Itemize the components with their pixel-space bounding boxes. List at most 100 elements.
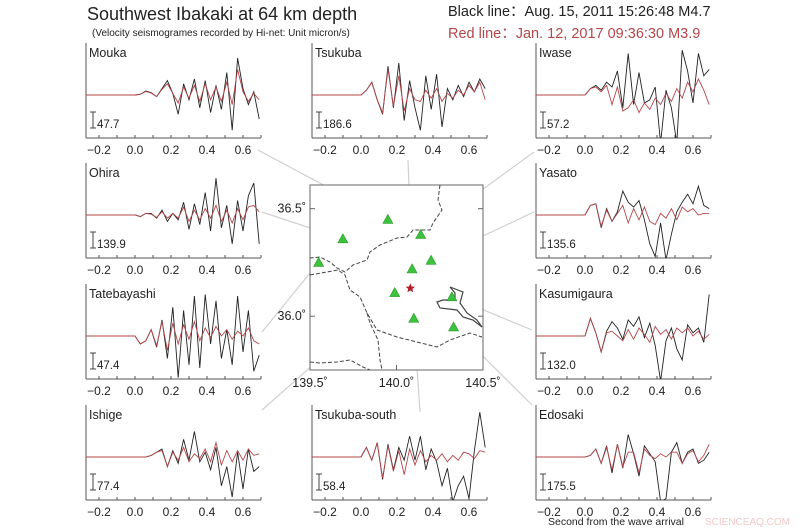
station-name-label: Iwase (539, 46, 572, 60)
map-frame (309, 184, 484, 371)
x-tick-label: 0.4 (425, 143, 442, 157)
figure-title: Southwest Ibakaki at 64 km depth (87, 4, 357, 24)
station-name-label: Kasumigaura (539, 287, 613, 301)
seismogram-panel-kasumigaura: −0.2 0.0 0.2 0.4 0.6 Kasumigaura 132.0 (535, 284, 712, 398)
amplitude-scale-bar (316, 473, 322, 491)
x-tick-label: 0.0 (577, 384, 594, 398)
x-tick-label: 0.0 (577, 263, 594, 277)
amplitude-scale-bar (90, 111, 96, 129)
red-seismogram-trace (536, 77, 710, 114)
x-tick-label: −0.2 (313, 143, 337, 157)
x-tick-label: 0.4 (425, 505, 442, 519)
lon-tick-label: 140.0˚ (379, 376, 414, 390)
seismogram-panel-tsukuba: −0.2 0.0 0.2 0.4 0.6 Tsukuba 186.6 (311, 43, 488, 157)
x-tick-label: 0.2 (163, 505, 180, 519)
seismogram-panel-yasato: −0.2 0.0 0.2 0.4 0.6 Yasato 135.6 (535, 163, 712, 277)
amplitude-scale-value: 139.9 (97, 239, 126, 251)
seismogram-panel-tsukuba-south: −0.2 0.0 0.2 0.4 0.6 Tsukuba-south 58.4 (311, 405, 488, 519)
x-tick-label: −0.2 (537, 505, 561, 519)
red-seismogram-trace (86, 204, 260, 225)
red-seismogram-trace (312, 69, 486, 115)
amplitude-scale-value: 175.5 (547, 481, 576, 493)
station-name-label: Yasato (539, 166, 577, 180)
red-seismogram-trace (312, 442, 486, 478)
station-triangle-icon (389, 286, 401, 297)
station-name-label: Ishige (89, 408, 122, 422)
amplitude-scale-bar (540, 473, 546, 491)
x-tick-label: −0.2 (87, 384, 111, 398)
figure-subtitle: (Velocity seismogrames recorded by Hi-ne… (92, 28, 350, 39)
station-triangle-icon (415, 228, 427, 239)
station-triangle-icon (406, 263, 418, 274)
x-tick-label: −0.2 (87, 505, 111, 519)
x-tick-label: 0.4 (649, 505, 666, 519)
x-tick-label: 0.0 (353, 143, 370, 157)
x-tick-label: 0.6 (685, 263, 702, 277)
seismogram-panel-edosaki: −0.2 0.0 0.2 0.4 0.6 Edosaki 175.5 (535, 405, 712, 519)
connector-line (261, 262, 320, 333)
station-name-label: Ohira (89, 166, 120, 180)
amplitude-scale-bar (90, 231, 96, 249)
x-tick-label: 0.6 (685, 143, 702, 157)
red-seismogram-trace (536, 444, 710, 474)
station-name-label: Mouka (89, 46, 127, 60)
station-name-label: Edosaki (539, 408, 583, 422)
x-tick-label: 0.0 (127, 143, 144, 157)
legend-black-line: Black line：Aug. 15, 2011 15:26:48 M4.7 (448, 4, 711, 20)
x-tick-label: 0.4 (199, 384, 216, 398)
amplitude-scale-value: 47.4 (97, 360, 120, 372)
x-tick-label: 0.2 (613, 143, 630, 157)
x-tick-label: 0.0 (353, 505, 370, 519)
x-tick-label: 0.6 (685, 384, 702, 398)
legend-red-line: Red line：Jan. 12, 2017 09:36:30 M3.9 (448, 26, 700, 42)
red-seismogram-trace (86, 320, 260, 351)
amplitude-scale-value: 58.4 (323, 481, 346, 493)
watermark: SCIENCEAQ.COM (705, 517, 790, 528)
x-tick-label: 0.2 (163, 384, 180, 398)
map-axis-ticks: 139.5˚ 140.0˚ 140.5˚ 36.5˚ 36.0˚ (278, 202, 501, 390)
x-tick-label: 0.6 (461, 505, 478, 519)
x-tick-label: −0.2 (537, 384, 561, 398)
x-tick-label: 0.2 (613, 263, 630, 277)
epicenter-star-icon (405, 283, 416, 293)
red-seismogram-trace (536, 203, 710, 228)
black-seismogram-trace (536, 184, 710, 258)
red-seismogram-trace (536, 317, 710, 354)
x-tick-label: 0.6 (685, 505, 702, 519)
amplitude-scale-value: 132.0 (547, 360, 576, 372)
red-seismogram-trace (86, 69, 260, 105)
amplitude-scale-bar (540, 111, 546, 129)
amplitude-scale-bar (540, 352, 546, 370)
red-seismogram-trace (86, 440, 260, 468)
x-tick-label: −0.2 (537, 143, 561, 157)
x-tick-label: −0.2 (87, 143, 111, 157)
x-tick-label: 0.4 (649, 384, 666, 398)
station-name-label: Tsukuba (315, 46, 362, 60)
black-seismogram-trace (86, 58, 260, 131)
station-name-label: Tsukuba-south (315, 408, 396, 422)
station-triangle-icon (425, 254, 437, 265)
x-tick-label: 0.2 (163, 263, 180, 277)
black-seismogram-trace (86, 178, 260, 244)
x-tick-label: 0.4 (649, 143, 666, 157)
amplitude-scale-bar (540, 231, 546, 249)
station-triangle-icon (313, 256, 325, 267)
amplitude-scale-value: 77.4 (97, 481, 120, 493)
lon-tick-label: 140.5˚ (465, 376, 500, 390)
amplitude-scale-bar (90, 473, 96, 491)
x-tick-label: 0.0 (127, 384, 144, 398)
station-triangle-icon (446, 291, 458, 302)
station-triangle-icon (448, 321, 460, 332)
amplitude-scale-bar (90, 352, 96, 370)
x-tick-label: 0.4 (199, 143, 216, 157)
station-map: 139.5˚ 140.0˚ 140.5˚ 36.5˚ 36.0˚ (278, 184, 501, 390)
x-tick-label: −0.2 (87, 263, 111, 277)
station-triangle-icon (408, 312, 420, 323)
x-tick-label: 0.0 (127, 263, 144, 277)
x-tick-label: 0.4 (649, 263, 666, 277)
seismogram-panel-ohira: −0.2 0.0 0.2 0.4 0.6 Ohira 139.9 (85, 163, 262, 277)
amplitude-scale-value: 186.6 (323, 119, 352, 131)
x-tick-label: −0.2 (537, 263, 561, 277)
x-tick-label: 0.0 (577, 505, 594, 519)
x-tick-label: 0.0 (127, 505, 144, 519)
